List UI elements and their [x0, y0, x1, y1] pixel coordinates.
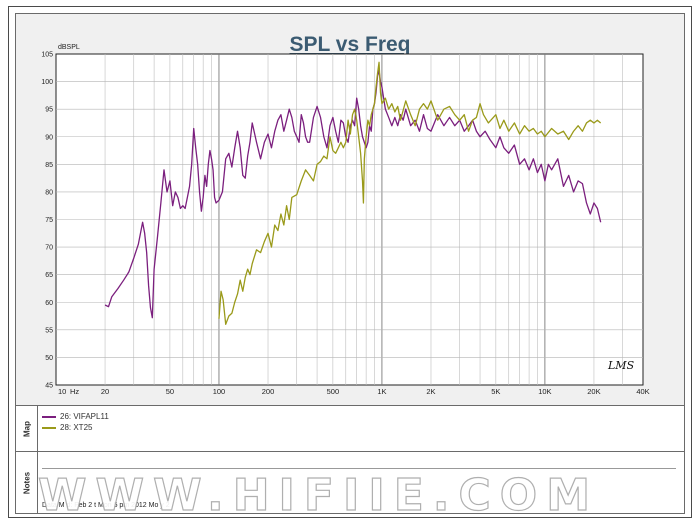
chart-title: SPL vs Freq: [289, 33, 411, 56]
x-tick-label: 50: [166, 387, 174, 396]
x-tick-label: 500: [327, 387, 340, 396]
watermark-text: WWW.HIFIIE.COM: [38, 470, 599, 520]
x-tick-label: 20: [101, 387, 109, 396]
y-tick-label: 75: [45, 217, 53, 224]
lms-logo: LMS: [607, 359, 635, 372]
y-tick-label: 100: [41, 79, 53, 86]
y-tick-label: 50: [45, 355, 53, 362]
grid: [56, 54, 643, 385]
x-tick-label: 200: [262, 387, 275, 396]
x-tick-label: 1K: [377, 387, 386, 396]
window-frame: [8, 6, 692, 518]
spl-chart: 45 50 55 60 65 70 75 80 85 90 95 100 105 10 20 50 100 200…: [41, 44, 649, 397]
y-tick-label: 65: [45, 272, 53, 279]
axis-labels: 45 50 55 60 65 70 75 80 85 90 95 100 105 10 20 50 100 200…: [41, 52, 649, 397]
legend-label-0: 26: VIFAPL11: [60, 412, 109, 421]
y-tick-label: 45: [45, 383, 53, 390]
y-tick-label: 85: [45, 162, 53, 169]
notes-side-label: Notes: [16, 452, 38, 513]
watermark: WWW.HIFIIE.COM: [37, 469, 599, 520]
map-label: Map: [22, 420, 31, 437]
legend-swatch-1: [42, 426, 56, 429]
series-line-1: [218, 61, 602, 325]
x-tick-label: 10: [58, 387, 66, 396]
legend-label-1: 28: XT25: [60, 423, 93, 432]
y-tick-label: 70: [45, 245, 53, 252]
y-tick-label: 105: [41, 52, 53, 59]
chart-panel: SPL vs Freq 45 50 55 60 65 70 75 80 85 90 95 100 105…: [15, 13, 685, 406]
legend-item-0: 26: VIFAPL11: [42, 412, 109, 422]
notes-divider: [42, 468, 676, 469]
y-tick-label: 60: [45, 300, 53, 307]
x-tick-label: 5K: [491, 387, 500, 396]
map-side-label: Map: [16, 406, 38, 451]
x-tick-label: 100: [213, 387, 226, 396]
y-tick-label: 90: [45, 134, 53, 141]
x-tick-label: 2K: [426, 387, 435, 396]
map-panel: Map 26: VIFAPL11 28: XT25: [15, 406, 685, 452]
y-tick-label: 55: [45, 327, 53, 334]
notes-text: Data M d: Feb 2 t Mon 5 pm 2012 Mo y 2: [42, 502, 170, 509]
y-axis-label: dBSPL: [58, 44, 80, 51]
legend-swatch-0: [42, 415, 56, 418]
y-tick-label: 95: [45, 107, 53, 114]
notes-panel: Notes Data M d: Feb 2 t Mon 5 pm 2012 Mo…: [15, 452, 685, 514]
x-tick-label: 20K: [587, 387, 600, 396]
x-unit-label: Hz: [70, 387, 79, 396]
legend-item-1: 28: XT25: [42, 423, 92, 433]
x-tick-label: 40K: [636, 387, 649, 396]
series-line-0: [104, 69, 602, 319]
x-tick-label: 10K: [538, 387, 551, 396]
y-tick-label: 80: [45, 189, 53, 196]
series-layer: [104, 61, 602, 325]
